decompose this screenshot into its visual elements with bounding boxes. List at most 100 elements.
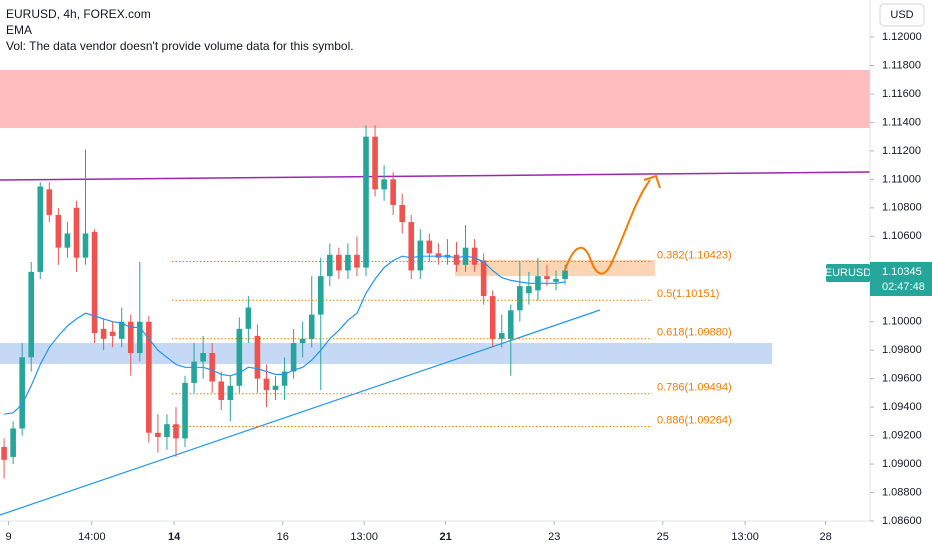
candle-body [200,353,206,362]
candle-body [227,385,234,401]
symbol-title: EURUSD, 4h, FOREX.com [6,7,151,21]
candle-body [453,254,460,265]
candle-body [381,179,387,190]
currency-label: USD [890,9,913,21]
candle-body [236,328,243,386]
candle-body [272,385,279,391]
y-tick-label: 1.11000 [882,173,921,185]
candle-body [37,186,44,272]
candle-body [82,233,89,258]
candle-body [372,136,378,190]
candle-body [299,338,306,344]
candle-body [164,424,170,438]
candle-body [317,276,324,315]
candle-body [245,307,252,329]
projection-arrow [564,179,651,275]
arrow-head [643,174,661,189]
candle-body [426,240,433,254]
candle-body [327,254,333,277]
x-tick-label: 9 [6,531,12,543]
y-tick-label: 1.09800 [882,344,922,356]
volume-note: Vol: The data vendor doesn't provide vol… [6,39,354,53]
candle-body [336,254,342,271]
x-tick-label: 16 [277,531,289,543]
price-tag-countdown: 02:47:48 [882,281,925,293]
x-tick-label: 28 [820,531,832,543]
candle-body [1,446,7,460]
resistance-zone [0,70,870,128]
candle-body [28,271,35,358]
x-tick-label: 25 [657,531,669,543]
candle-body [489,296,496,339]
candle-body [64,233,71,248]
y-tick-label: 1.09400 [882,401,922,413]
x-tick-label: 13:00 [731,531,759,543]
candle-body [91,232,98,334]
candle-body [155,432,161,438]
y-tick-label: 1.09200 [882,429,922,441]
symbol-tag [826,264,870,282]
candle-body [55,214,62,248]
candle-body [191,361,197,383]
y-tick-label: 1.08800 [882,486,922,498]
candle-body [100,328,107,339]
candle-body [345,254,351,271]
symbol-tag-text: EURUSD [825,267,872,279]
candle-body [562,270,568,280]
candle-body [19,357,25,429]
candle-body [281,371,288,386]
y-tick-label: 1.12000 [882,31,922,43]
x-tick-label: 14 [168,531,181,543]
candle-body [10,428,16,457]
y-tick-label: 1.09000 [882,458,922,470]
x-tick-label: 13:00 [350,531,378,543]
y-tick-label: 1.10000 [882,316,922,328]
price-tag-value: 1.10345 [882,266,922,278]
y-tick-label: 1.11800 [882,59,921,71]
trend-line [0,309,601,516]
fib-label: 0.5(1.10151) [657,288,719,300]
fib-label: 0.618(1.09880) [657,327,732,339]
candle-body [146,321,152,433]
x-tick-label: 14:00 [78,531,106,543]
candle-body [507,310,514,339]
x-tick-label: 23 [548,531,560,543]
candle-body [471,247,478,265]
y-tick-label: 1.10600 [882,230,922,242]
candle-body [118,321,125,339]
candle-body [390,179,396,205]
indicator-label: EMA [6,23,32,37]
y-tick-label: 1.10800 [882,202,922,214]
fib-label: 0.786(1.09494) [657,382,732,394]
y-tick-label: 1.08600 [882,515,922,527]
fib-label: 0.886(1.09264) [657,414,732,426]
candle-body [127,321,134,354]
candle-body [173,424,179,439]
marks: 0.382(1.10423) 0.5(1.10151) 0.618(1.09880)… [1,125,732,479]
resistance-line [0,171,871,181]
currency-button[interactable] [879,3,925,27]
fib-label: 0.382(1.10423) [657,249,732,261]
candle-body [354,254,360,268]
candle-body [46,189,53,215]
candle-body [399,204,406,223]
candle-body [182,382,188,439]
candle-body [544,276,550,280]
y-tick-label: 1.11200 [882,145,921,157]
candle-body [408,222,415,271]
candle-body [209,353,215,382]
candle-body [517,286,523,311]
plot-area [0,70,871,516]
candle-body [263,378,270,391]
y-tick-label: 1.09600 [882,373,922,385]
candle-body [136,321,143,354]
y-tick-label: 1.11600 [882,88,921,100]
candle-body [553,279,559,282]
candle-body [480,260,487,297]
x-tick-label: 21 [440,531,452,543]
candle-body [308,314,315,339]
candle-body [109,331,116,336]
candle-body [218,381,225,401]
support-zone [0,343,772,364]
